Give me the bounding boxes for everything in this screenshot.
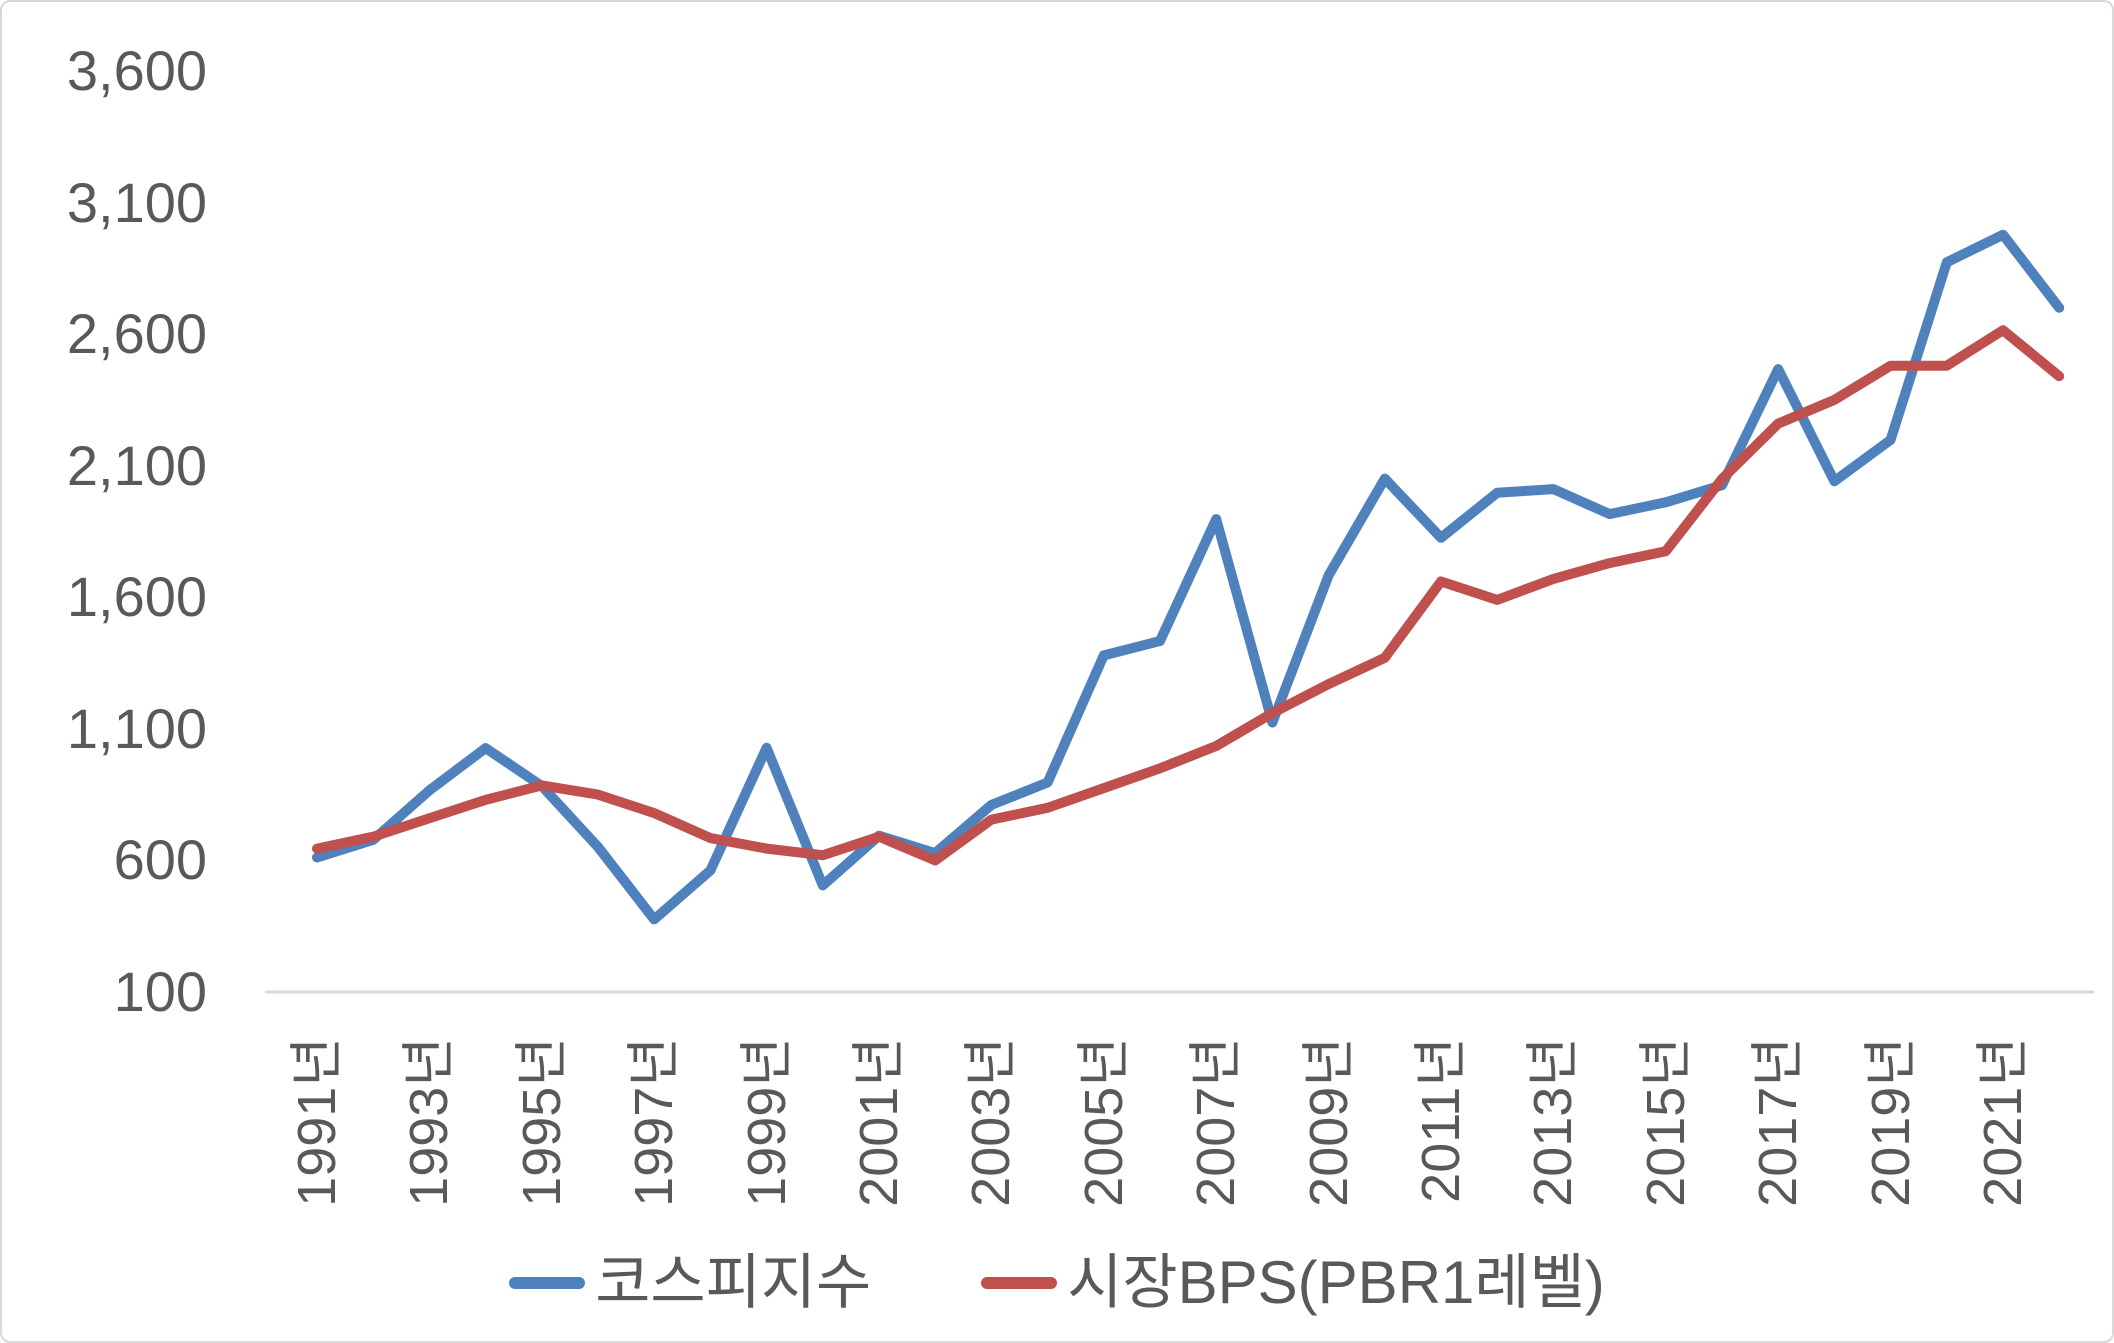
kospi-line-swatch (509, 1277, 586, 1289)
legend-label-market-bps: 시장BPS(PBR1레벨) (1067, 1249, 1605, 1316)
y-tick-label: 1,600 (66, 565, 207, 629)
x-tick-label: 2013년 (1523, 1037, 1584, 1207)
market-bps-line-series[interactable] (312, 325, 2065, 866)
x-tick-label: 1993년 (399, 1037, 460, 1207)
y-tick-label: 3,100 (66, 170, 207, 234)
x-tick-label: 1991년 (287, 1037, 347, 1207)
x-tick-label: 2005년 (1073, 1037, 1134, 1207)
x-tick-label: 1997년 (624, 1037, 685, 1207)
x-tick-label: 1999년 (736, 1037, 797, 1207)
x-tick-label: 2007년 (1186, 1037, 1247, 1207)
y-tick-label: 1,100 (66, 696, 207, 760)
y-tick-label: 600 (113, 828, 207, 892)
legend: 코스피지수 시장BPS(PBR1레벨) (2, 1250, 2112, 1316)
market-bps-line-swatch (981, 1277, 1058, 1289)
x-tick-label: 2019년 (1860, 1037, 1921, 1207)
x-tick-label: 2017년 (1748, 1037, 1809, 1207)
x-tick-label: 2003년 (961, 1037, 1022, 1207)
x-tick-label: 2015년 (1635, 1037, 1696, 1207)
x-tick-label: 2001년 (849, 1037, 909, 1207)
x-tick-label: 2011년 (1411, 1037, 1471, 1203)
legend-label-kospi: 코스피지수 (595, 1249, 872, 1316)
x-tick-label: 1995년 (511, 1037, 572, 1207)
legend-item-market-bps[interactable]: 시장BPS(PBR1레벨) (981, 1250, 1605, 1316)
x-tick-label: 2009년 (1298, 1037, 1359, 1207)
y-tick-label: 2,100 (66, 433, 207, 497)
x-tick-label: 2021년 (1973, 1037, 2033, 1207)
legend-item-kospi[interactable]: 코스피지수 (509, 1250, 871, 1316)
y-tick-label: 2,600 (66, 302, 207, 366)
y-tick-label: 100 (113, 960, 207, 1023)
y-tick-label: 3,600 (66, 39, 207, 102)
kospi-line-series[interactable] (312, 229, 2065, 925)
